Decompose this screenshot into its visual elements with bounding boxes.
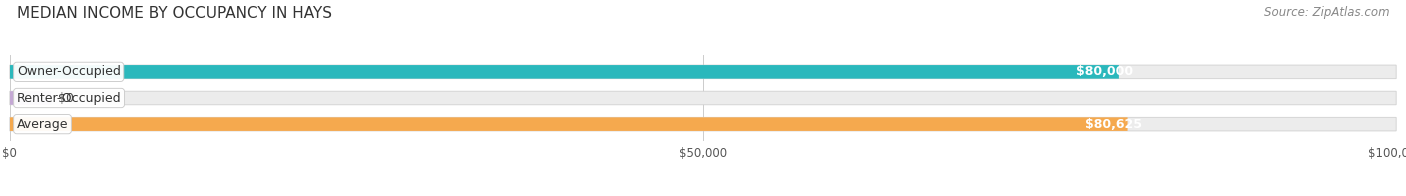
FancyBboxPatch shape [10, 91, 52, 105]
Text: Average: Average [17, 118, 69, 131]
FancyBboxPatch shape [10, 91, 1396, 105]
FancyBboxPatch shape [10, 117, 1396, 131]
FancyBboxPatch shape [10, 65, 1396, 79]
Text: $0: $0 [59, 92, 75, 104]
FancyBboxPatch shape [10, 65, 1119, 79]
Text: MEDIAN INCOME BY OCCUPANCY IN HAYS: MEDIAN INCOME BY OCCUPANCY IN HAYS [17, 6, 332, 21]
Text: Source: ZipAtlas.com: Source: ZipAtlas.com [1264, 6, 1389, 19]
Text: Owner-Occupied: Owner-Occupied [17, 65, 121, 78]
FancyBboxPatch shape [10, 117, 1128, 131]
Text: $80,625: $80,625 [1085, 118, 1142, 131]
Text: Renter-Occupied: Renter-Occupied [17, 92, 121, 104]
Text: $80,000: $80,000 [1077, 65, 1133, 78]
